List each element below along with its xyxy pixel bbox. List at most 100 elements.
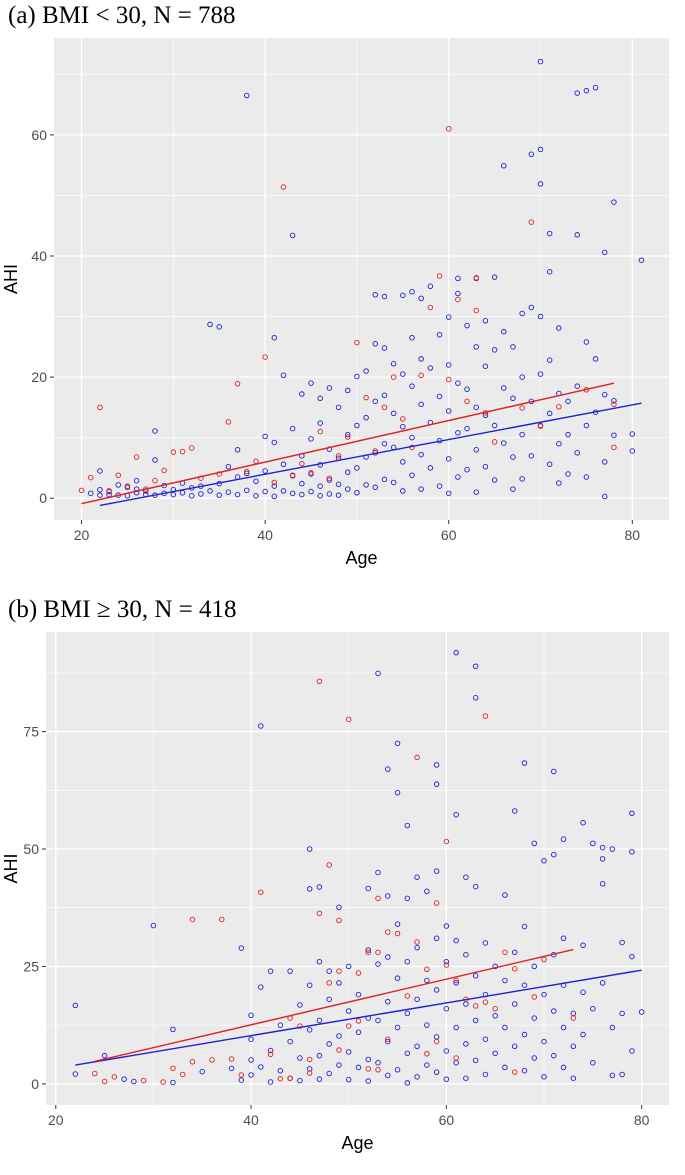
data-point-red [464,398,470,405]
data-point-blue [267,1047,274,1054]
data-point-blue [453,811,459,818]
data-point-blue [400,371,406,377]
data-point-blue [244,92,250,99]
x-tick-label: 80 [634,1112,650,1128]
data-point-blue [277,1022,284,1028]
data-point-blue [394,921,401,927]
data-point-blue [537,146,544,153]
data-point-blue [394,1024,401,1031]
data-point-blue [560,1024,567,1031]
data-point-blue [599,844,606,851]
data-point-blue [473,344,479,350]
data-point-red [161,467,167,474]
data-point-blue [244,487,250,494]
data-point-red [414,939,420,945]
y-tick-label: 40 [31,248,47,264]
data-point-blue [560,836,567,842]
data-point-blue [502,1064,508,1071]
data-point-blue [372,291,379,298]
data-point-blue [427,283,434,290]
series-blue [72,649,645,1086]
data-point-red [228,1056,235,1062]
data-point-blue [363,414,369,421]
data-point-blue [427,365,434,371]
data-point-blue [97,486,103,493]
data-point-blue [344,431,351,438]
data-point-blue [207,488,213,494]
data-point-blue [150,922,157,929]
data-point-blue [355,1029,362,1035]
data-point-blue [521,1067,528,1074]
regression-line-blue [99,402,642,507]
data-point-blue [344,469,351,475]
data-point-blue [234,491,241,498]
data-point-blue [510,454,516,460]
data-point-red [345,716,352,723]
x-tick-label: 80 [624,527,640,543]
data-point-blue [611,397,617,404]
data-point-red [355,970,362,976]
regression-line-red [94,948,574,1062]
data-point-red [418,372,424,379]
data-point-blue [365,947,371,953]
data-point-red [611,444,617,451]
data-point-blue [258,723,264,729]
data-point-blue [404,1080,411,1086]
data-point-blue [436,393,443,400]
data-point-blue [363,368,369,374]
data-point-blue [464,386,470,392]
data-point-blue [531,840,537,847]
data-point-blue [537,58,544,65]
data-point-blue [609,1072,616,1079]
data-point-blue [590,1059,596,1066]
data-point-blue [258,984,264,990]
data-point-blue [510,395,516,402]
data-point-blue [381,293,388,300]
x-tick-label: 40 [243,1112,259,1128]
data-point-blue [414,996,420,1003]
data-point-blue [511,949,518,956]
y-tick-label: 75 [23,724,39,740]
data-point-blue [336,904,342,911]
data-point-red [445,126,452,132]
data-point-blue [472,695,479,701]
data-point-blue [404,1010,411,1017]
data-point-blue [502,1024,508,1031]
data-point-blue [409,383,415,389]
data-point-blue [574,90,580,96]
data-point-red [443,962,450,968]
data-point-blue [381,440,388,447]
data-point-red [306,1070,313,1076]
data-point-blue [97,492,103,498]
data-point-red [216,471,222,477]
data-point-blue [326,491,333,497]
data-point-blue [492,1013,498,1019]
data-point-red [537,423,544,429]
data-point-blue [280,461,287,468]
data-point-blue [225,463,232,470]
data-point-blue [424,1022,430,1028]
data-point-blue [381,345,388,351]
data-point-blue [433,935,440,942]
data-point-blue [394,975,401,981]
data-point-blue [248,1012,254,1019]
data-point-blue [443,1076,450,1082]
data-point-blue [287,1038,293,1045]
data-point-blue [510,486,516,492]
data-point-blue [297,1077,303,1084]
data-point-blue [472,1057,479,1064]
data-point-blue [306,1027,313,1033]
data-point-blue [455,275,461,282]
data-point-blue [271,334,278,341]
data-point-blue [133,490,140,496]
data-point-red [354,339,360,346]
data-point-blue [519,310,525,317]
data-point-blue [519,374,525,380]
data-point-blue [418,401,424,408]
series-blue [87,58,645,500]
data-point-blue [546,230,553,237]
data-point-blue [424,977,430,984]
data-point-red [170,449,177,455]
data-point-blue [443,923,450,929]
data-point-red [308,470,314,476]
